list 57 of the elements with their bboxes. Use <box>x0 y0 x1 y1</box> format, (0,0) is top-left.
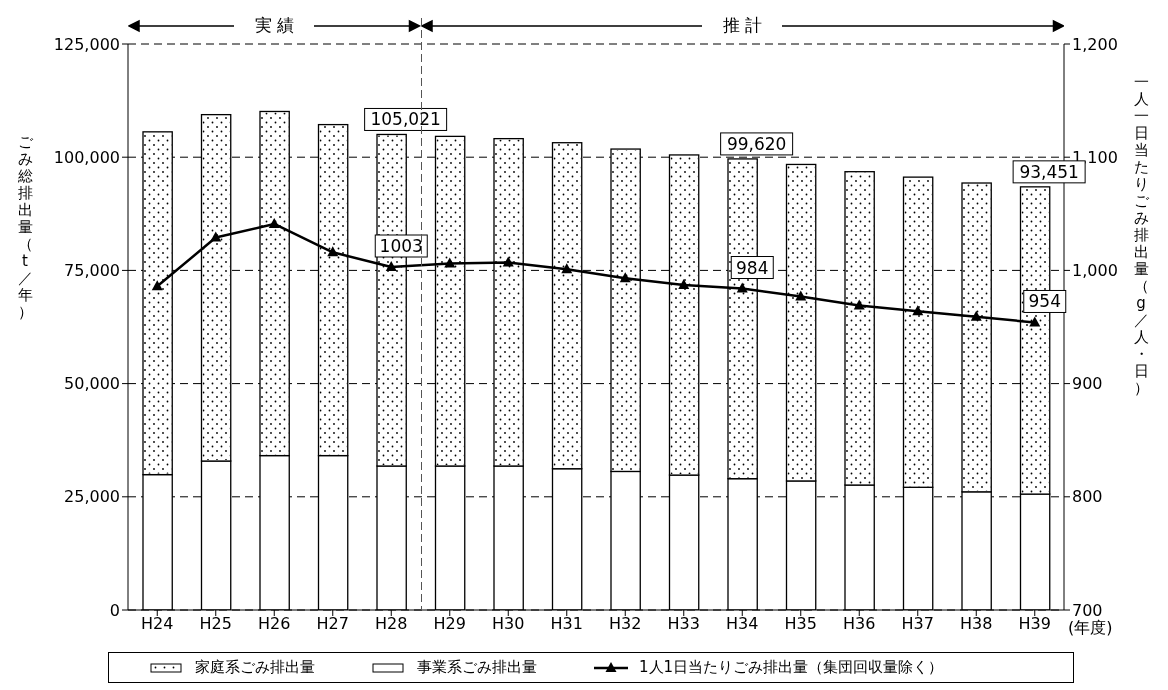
point <box>210 231 222 242</box>
point <box>970 310 982 321</box>
x-tick-label: H27 <box>316 614 349 634</box>
point <box>444 257 456 268</box>
point <box>736 282 748 293</box>
point <box>912 305 924 316</box>
x-tick-label: H26 <box>258 614 291 634</box>
y-tick-label: 100,000 <box>53 147 120 167</box>
x-tick-label: H30 <box>492 614 525 634</box>
point <box>561 263 573 274</box>
y2-tick-label: 700 <box>1072 600 1103 620</box>
point <box>268 217 280 228</box>
x-tick-label: H31 <box>550 614 583 634</box>
data-label: 954 <box>1028 291 1061 312</box>
x-tick-label: H33 <box>667 614 700 634</box>
x-tick-label: H29 <box>433 614 466 634</box>
point <box>853 299 865 310</box>
legend-label: 事業系ごみ排出量 <box>417 658 537 677</box>
point <box>619 272 631 283</box>
y-tick-label: 75,000 <box>64 261 120 281</box>
point <box>502 256 514 267</box>
text: 推 計 <box>702 14 783 37</box>
x-tick-label: H24 <box>141 614 174 634</box>
y-tick-label: 50,000 <box>64 374 120 394</box>
text: 実 績 <box>234 14 315 37</box>
data-label: 1003 <box>379 236 423 256</box>
x-tick-label: H39 <box>1018 614 1051 634</box>
data-label: 984 <box>736 257 769 278</box>
legend-label: 1人1日当たりごみ排出量（集団回収量除く） <box>639 658 944 677</box>
x-tick-label: H28 <box>375 614 408 634</box>
total-label: 99,620 <box>726 133 787 154</box>
text: ごみ総排出量（t／年） <box>17 133 33 321</box>
point <box>795 290 807 301</box>
text: 一人一日当たりごみ排出量（g／人・日） <box>1133 73 1149 397</box>
x-tick-label: H37 <box>901 614 934 634</box>
x-tick-label: H25 <box>199 614 232 634</box>
y-tick-label: 25,000 <box>64 487 120 507</box>
y-tick-label: 125,000 <box>53 34 120 54</box>
y-tick-label: 0 <box>109 600 120 620</box>
point <box>678 279 690 290</box>
y2-tick-label: 800 <box>1072 487 1103 507</box>
x-tick-label: H38 <box>960 614 993 634</box>
x-tick-label: H32 <box>609 614 642 634</box>
x-tick-label: H35 <box>784 614 817 634</box>
total-label: 93,451 <box>1019 161 1079 182</box>
point <box>151 280 163 291</box>
x-tick-label: H36 <box>843 614 876 634</box>
x-axis-title: (年度) <box>1068 618 1113 639</box>
legend-label: 家庭系ごみ排出量 <box>195 658 315 677</box>
point <box>327 246 339 257</box>
point <box>385 261 397 271</box>
y2-tick-label: 1,000 <box>1072 261 1118 281</box>
y2-tick-label: 1,200 <box>1072 34 1118 54</box>
x-tick-label: H34 <box>726 614 759 634</box>
total-label: 105,021 <box>370 109 441 130</box>
point <box>1029 316 1041 327</box>
y2-tick-label: 900 <box>1072 374 1103 394</box>
